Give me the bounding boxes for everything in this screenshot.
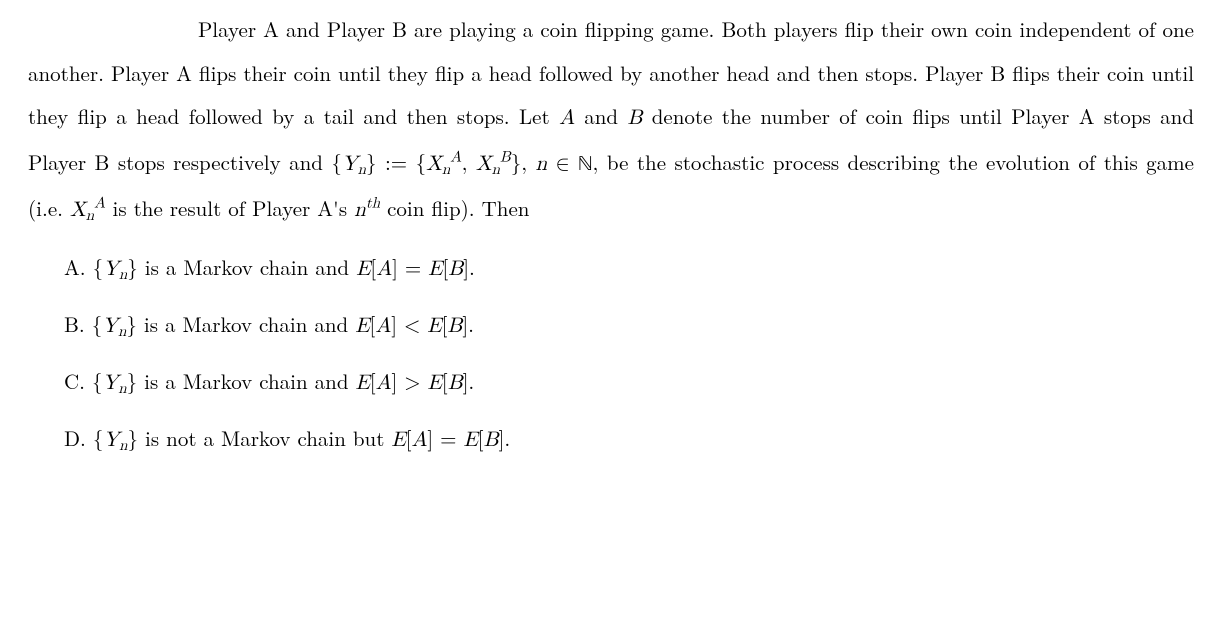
answer-options: A. {Yn} is a Markov chain and E[A] = E[B… xyxy=(28,252,1194,458)
problem-statement: Player A and Player B are playing a coin… xyxy=(28,8,1194,232)
option-letter: B. xyxy=(64,309,85,339)
option-letter: A. xyxy=(64,252,86,282)
option-b: B. {Yn} is a Markov chain and E[A] < E[B… xyxy=(64,309,1194,344)
option-letter: C. xyxy=(64,366,85,396)
option-text: {Yn} is a Markov chain and E[A] < E[B]. xyxy=(92,309,474,339)
option-text: {Yn} is not a Markov chain but E[A] = E[… xyxy=(93,423,510,453)
option-d: D. {Yn} is not a Markov chain but E[A] =… xyxy=(64,423,1194,458)
option-text: {Yn} is a Markov chain and E[A] = E[B]. xyxy=(93,252,475,282)
option-text: {Yn} is a Markov chain and E[A] > E[B]. xyxy=(92,366,474,396)
option-letter: D. xyxy=(64,423,86,453)
option-c: C. {Yn} is a Markov chain and E[A] > E[B… xyxy=(64,366,1194,401)
option-a: A. {Yn} is a Markov chain and E[A] = E[B… xyxy=(64,252,1194,287)
page: Player A and Player B are playing a coin… xyxy=(0,0,1222,458)
problem-text: Player A and Player B are playing a coin… xyxy=(28,14,1194,223)
